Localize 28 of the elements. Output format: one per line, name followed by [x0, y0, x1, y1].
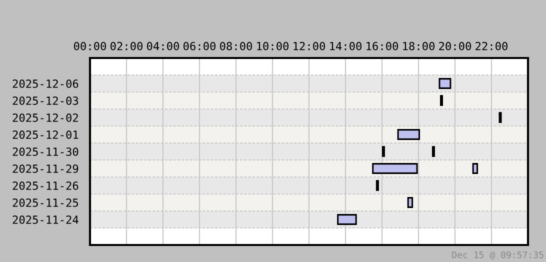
- x-tick-label: 22:00: [476, 42, 508, 50]
- y-tick-label: 2025-12-02: [12, 114, 78, 122]
- x-tick-label: 02:00: [110, 42, 143, 50]
- bar: [337, 214, 357, 225]
- x-tick-label: 14:00: [330, 42, 362, 50]
- y-tick-label: 2025-11-29: [12, 164, 78, 173]
- x-tick-label: 00:00: [74, 42, 106, 50]
- bar: [397, 129, 420, 140]
- y-tick-label: 2025-12-06: [12, 80, 78, 88]
- y-tick-label: 2025-11-30: [12, 148, 78, 156]
- y-tick-label: 2025-12-03: [12, 96, 78, 105]
- x-tick-label: 12:00: [294, 42, 326, 50]
- y-tick-label: 2025-11-26: [12, 182, 78, 190]
- text: Dec 15 @ 09:57:35: [452, 251, 544, 260]
- x-tick-label: 04:00: [147, 42, 180, 50]
- bar: [407, 197, 414, 208]
- y-tick-label: 2025-11-24: [12, 216, 78, 224]
- x-tick-label: 10:00: [257, 42, 289, 50]
- x-tick-label: 08:00: [220, 42, 252, 50]
- bar: [472, 163, 478, 174]
- y-tick-label: 2025-12-01: [12, 130, 78, 139]
- bar: [438, 78, 452, 89]
- bar: [372, 163, 418, 174]
- x-tick-label: 20:00: [439, 42, 472, 50]
- x-tick-label: 16:00: [366, 42, 398, 50]
- y-tick-label: 2025-11-25: [12, 198, 78, 207]
- x-tick-label: 06:00: [184, 42, 216, 50]
- x-tick-label: 18:00: [403, 42, 435, 50]
